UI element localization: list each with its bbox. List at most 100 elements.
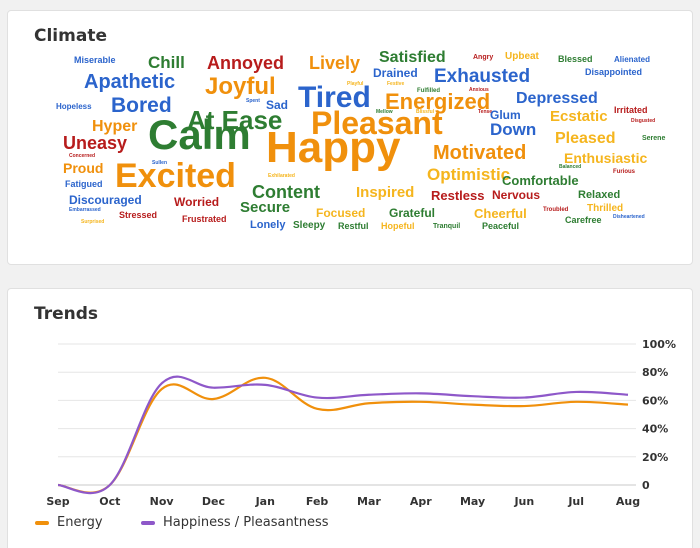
cloud-word-sullen: Sullen <box>152 160 168 166</box>
cloud-word-disheartened: Disheartened <box>613 214 645 220</box>
cloud-word-pleasant: Pleasant <box>311 105 443 141</box>
cloud-word-sad: Sad <box>266 98 289 112</box>
cloud-word-thrilled: Thrilled <box>587 203 624 214</box>
cloud-word-at-ease: At Ease <box>187 105 283 135</box>
cloud-word-focused: Focused <box>316 206 366 220</box>
cloud-word-content: Content <box>252 182 320 202</box>
x-tick-label: Aug <box>616 495 640 508</box>
cloud-word-proud: Proud <box>63 160 104 176</box>
cloud-word-surprised: Surprised <box>81 219 105 225</box>
y-tick-label: 60% <box>642 394 668 407</box>
cloud-word-hopeless: Hopeless <box>56 102 92 111</box>
cloud-word-tranquil: Tranquil <box>433 223 461 230</box>
cloud-word-restless: Restless <box>431 188 485 203</box>
climate-title: Climate <box>34 26 107 46</box>
x-tick-label: Apr <box>410 495 432 508</box>
cloud-word-tense: Tense <box>478 109 493 115</box>
cloud-word-tired: Tired <box>298 81 371 114</box>
cloud-word-playful: Playful <box>347 81 364 87</box>
cloud-word-drained: Drained <box>373 66 418 80</box>
cloud-word-hopeful: Hopeful <box>381 221 415 231</box>
cloud-word-embarrassed: Embarrassed <box>69 207 101 213</box>
cloud-word-nervous: Nervous <box>492 188 541 202</box>
cloud-word-calm: Calm <box>148 111 251 158</box>
cloud-word-motivated: Motivated <box>433 142 527 164</box>
cloud-word-lonely: Lonely <box>250 219 286 231</box>
cloud-word-fulfilled: Fulfilled <box>417 88 440 94</box>
x-tick-label: Nov <box>150 495 175 508</box>
cloud-word-relaxed: Relaxed <box>578 189 621 201</box>
cloud-word-lively: Lively <box>309 53 361 73</box>
cloud-word-optimistic: Optimistic <box>427 165 511 184</box>
cloud-word-blissful: Blissful <box>416 109 435 115</box>
cloud-word-annoyed: Annoyed <box>207 53 285 73</box>
cloud-word-anxious: Anxious <box>469 87 489 93</box>
cloud-word-exhilarated: Exhilarated <box>268 173 295 179</box>
y-tick-label: 100% <box>642 338 676 351</box>
cloud-word-inspired: Inspired <box>356 184 415 201</box>
cloud-word-stressed: Stressed <box>119 210 158 220</box>
cloud-word-carefree: Carefree <box>565 215 602 225</box>
trends-card: Trends 0 20% 40% 60% 80% 100% Sep Oct Nov Dec Jan F… <box>7 288 693 548</box>
cloud-word-sleepy: Sleepy <box>293 220 326 231</box>
cloud-word-hyper: Hyper <box>92 118 138 135</box>
cloud-word-festive: Festive <box>387 81 405 87</box>
x-tick-label: Mar <box>357 495 381 508</box>
y-tick-label: 40% <box>642 423 668 436</box>
cloud-word-peaceful: Peaceful <box>482 221 520 231</box>
cloud-word-exhausted: Exhausted <box>434 66 531 87</box>
cloud-word-satisfied: Satisfied <box>379 49 446 66</box>
cloud-word-blessed: Blessed <box>558 54 593 64</box>
cloud-word-glum: Glum <box>490 108 521 122</box>
cloud-word-irritated: Irritated <box>614 105 648 115</box>
cloud-word-secure: Secure <box>240 199 291 216</box>
cloud-word-troubled: Troubled <box>543 207 569 213</box>
cloud-word-down: Down <box>490 120 537 139</box>
legend-item-happiness[interactable]: Happiness / Pleasantness <box>141 515 329 530</box>
cloud-word-joyful: Joyful <box>205 73 276 100</box>
x-tick-label: Oct <box>99 495 120 508</box>
cloud-word-worried: Worried <box>174 195 220 209</box>
x-tick-label: Jan <box>255 495 275 508</box>
x-tick-label: May <box>460 495 485 508</box>
y-tick-label: 80% <box>642 366 668 379</box>
cloud-word-frustrated: Frustrated <box>182 214 227 224</box>
cloud-word-balanced: Balanced <box>559 164 582 170</box>
y-tick-label: 0 <box>642 479 650 492</box>
cloud-word-comfortable: Comfortable <box>502 173 579 188</box>
cloud-word-restful: Restful <box>338 221 369 231</box>
cloud-word-chill: Chill <box>148 53 185 72</box>
cloud-word-disappointed: Disappointed <box>585 67 643 77</box>
cloud-word-bored: Bored <box>111 94 172 117</box>
legend-item-energy[interactable]: Energy <box>35 515 103 530</box>
y-tick-label: 20% <box>642 451 668 464</box>
cloud-word-serene: Serene <box>642 135 666 142</box>
legend-label-energy: Energy <box>57 515 103 530</box>
cloud-word-mellow: Mellow <box>376 109 393 115</box>
cloud-word-discouraged: Discouraged <box>69 193 142 207</box>
cloud-word-alienated: Alienated <box>614 55 651 64</box>
cloud-word-upbeat: Upbeat <box>505 51 539 62</box>
cloud-word-depressed: Depressed <box>516 90 598 107</box>
cloud-word-furious: Furious <box>613 169 635 175</box>
x-tick-label: Jun <box>513 495 534 508</box>
cloud-word-enthusiastic: Enthusiastic <box>564 150 648 166</box>
cloud-word-grateful: Grateful <box>389 206 436 220</box>
cloud-word-concerned: Concerned <box>69 153 96 159</box>
trends-title: Trends <box>34 304 99 324</box>
cloud-word-happy: Happy <box>266 123 401 172</box>
trends-line-chart: 0 20% 40% 60% 80% 100% Sep Oct Nov Dec Jan Feb Mar Ap… <box>46 338 676 508</box>
cloud-word-apathetic: Apathetic <box>84 71 176 93</box>
cloud-word-spent: Spent <box>246 98 260 104</box>
cloud-word-energized: Energized <box>385 89 491 114</box>
cloud-word-uneasy: Uneasy <box>63 133 128 153</box>
cloud-word-excited: Excited <box>115 157 236 195</box>
cloud-word-miserable: Miserable <box>74 55 116 65</box>
legend-swatch-happiness <box>141 520 155 525</box>
series-line-happiness <box>57 375 629 495</box>
x-tick-label: Jul <box>567 495 584 508</box>
series-line-energy <box>57 376 629 494</box>
cloud-word-cheerful: Cheerful <box>474 206 527 221</box>
cloud-word-fatigued: Fatigued <box>65 179 103 189</box>
climate-card: Climate Miserable Chill Annoyed Lively Satis… <box>7 10 693 265</box>
